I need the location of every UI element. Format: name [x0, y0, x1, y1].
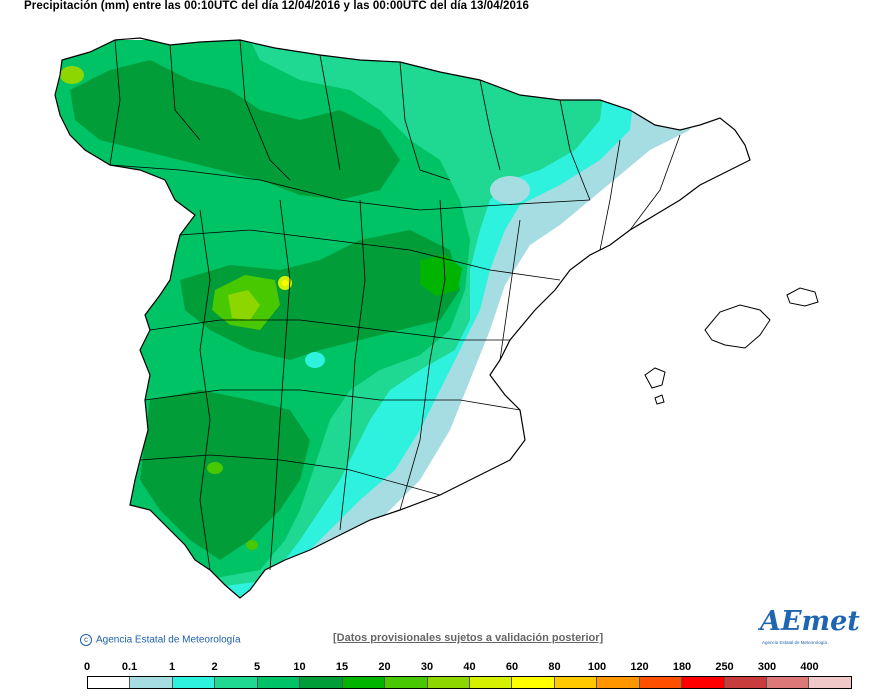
field-15mm-south-spot	[207, 462, 223, 474]
field-cyan-spot-2	[490, 176, 530, 204]
legend-tick-label: 15	[335, 661, 349, 673]
field-60mm-point	[282, 280, 288, 286]
legend-tick-label: 60	[505, 661, 519, 673]
field-30mm-west	[228, 290, 260, 320]
legend-swatch	[767, 677, 810, 688]
legend-color-bar	[87, 676, 852, 689]
legend-tick-label: 250	[715, 661, 734, 673]
legend-tick-label: 80	[548, 661, 561, 673]
legend-swatch	[809, 677, 851, 688]
legend-tick-label: 30	[420, 661, 434, 673]
legend-tick-label: 0	[83, 661, 91, 673]
legend-tick-label: 5	[253, 661, 261, 673]
legend-swatch	[554, 677, 598, 688]
field-20mm-galicia	[60, 66, 84, 84]
legend-tick-label: 2	[211, 661, 218, 673]
field-10mm-north	[70, 60, 400, 200]
logo-text: AEmet	[760, 606, 860, 637]
field-15mm-east	[420, 255, 462, 296]
field-15mm-cadiz-spot	[246, 540, 258, 550]
copyright-notice: c Agencia Estatal de Meteorología	[80, 634, 241, 646]
legend-swatch	[597, 677, 640, 688]
legend-swatch	[512, 677, 555, 688]
legend-swatch	[724, 677, 767, 688]
legend-swatch	[385, 677, 428, 688]
legend-tick-label: 400	[800, 661, 819, 673]
legend-tick-label: 20	[378, 661, 391, 673]
legend-swatch	[427, 677, 470, 688]
legend-tick-labels: 0 0.1 1 2 5 10 15 20 30 40 60 80 100 120 180 250 300 400	[0, 661, 870, 675]
disclaimer-text: [Datos provisionales sujetos a validació…	[333, 632, 604, 644]
legend-swatch	[639, 677, 683, 688]
legend-tick-label: 1	[168, 661, 176, 673]
logo-subtitle: Agencia Estatal de Meteorología	[762, 640, 828, 645]
legend-swatch	[172, 677, 216, 688]
balearic-islands	[644, 287, 819, 405]
legend-tick-label: 40	[463, 661, 476, 673]
legend-tick-label: 10	[293, 661, 306, 673]
legend-tick-label: 300	[757, 661, 777, 673]
copyright-icon: c	[80, 634, 92, 646]
legend-tick-label: 180	[672, 661, 692, 673]
legend-swatch	[342, 677, 386, 688]
legend-swatch	[130, 677, 173, 688]
legend-swatch	[88, 677, 131, 688]
legend-swatch	[257, 677, 301, 688]
field-10mm-south	[140, 390, 310, 560]
legend-tick-label: 100	[587, 661, 607, 673]
map-title: Precipitación (mm) entre las 00:10UTC de…	[24, 0, 530, 12]
legend-tick-label: 0.1	[121, 661, 138, 673]
legend-tick-label: 120	[630, 661, 649, 673]
legend-swatch	[300, 677, 343, 688]
aemet-logo: AEmet Agencia Estatal de Meteorología	[760, 606, 860, 648]
copyright-text: Agencia Estatal de Meteorología	[96, 634, 241, 646]
field-cyan-spot-1	[305, 352, 325, 368]
legend-swatch	[682, 677, 725, 688]
province-borders	[109, 39, 681, 571]
legend-swatch	[215, 677, 258, 688]
precipitation-fields	[55, 40, 700, 598]
legend-swatch	[469, 677, 513, 688]
